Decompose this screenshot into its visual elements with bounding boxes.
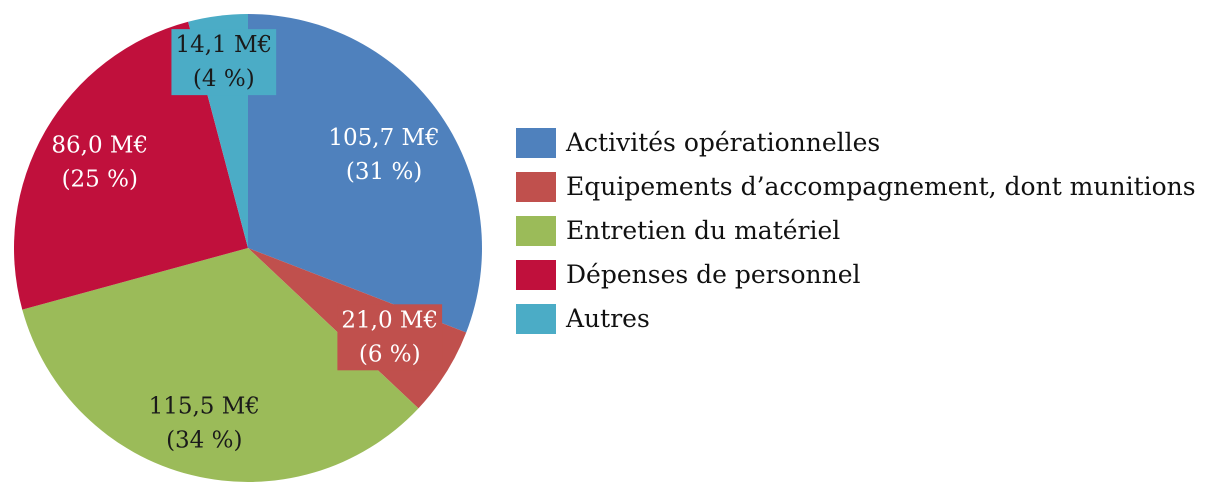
legend-item-activites-operationnelles: Activités opérationnelles bbox=[516, 128, 1196, 158]
data-label-background bbox=[171, 29, 277, 96]
legend-label: Activités opérationnelles bbox=[566, 128, 881, 157]
legend-item-entretien-du-materiel: Entretien du matériel bbox=[516, 216, 1196, 246]
legend-swatch bbox=[516, 304, 556, 334]
data-label-percent: (34 %) bbox=[166, 428, 242, 454]
legend-swatch bbox=[516, 216, 556, 246]
data-label-depenses-de-personnel: 86,0 M€ (25 %) bbox=[51, 133, 148, 193]
legend-item-autres: Autres bbox=[516, 304, 1196, 334]
data-label-activites-operationnelles: 105,7 M€ (31 %) bbox=[328, 125, 439, 185]
data-label-percent: (25 %) bbox=[62, 167, 138, 193]
legend-label: Equipements d’accompagnement, dont munit… bbox=[566, 172, 1196, 201]
pie-chart: 105,7 M€ (31 %) 21,0 M€ (6 %) 115,5 M€ (34 %)… bbox=[14, 13, 482, 482]
data-label-equipements-d-accompagnement-dont-munitions: 21,0 M€ (6 %) bbox=[337, 304, 443, 371]
data-label-percent: (6 %) bbox=[359, 341, 421, 367]
legend-label: Entretien du matériel bbox=[566, 216, 841, 245]
data-label-value: 86,0 M€ bbox=[51, 133, 148, 159]
pie-slice-entretien-du-materiel bbox=[22, 248, 419, 482]
legend-label: Autres bbox=[566, 304, 650, 333]
legend-item-depenses-de-personnel: Dépenses de personnel bbox=[516, 260, 1196, 290]
data-label-autres: 14,1 M€ (4 %) bbox=[171, 29, 277, 96]
data-label-percent: (31 %) bbox=[346, 159, 422, 185]
data-label-value: 21,0 M€ bbox=[341, 307, 438, 333]
data-label-entretien-du-materiel: 115,5 M€ (34 %) bbox=[149, 394, 260, 454]
legend-label: Dépenses de personnel bbox=[566, 260, 861, 289]
data-labels: 105,7 M€ (31 %) 21,0 M€ (6 %) 115,5 M€ (34 %)… bbox=[51, 29, 443, 454]
data-label-value: 105,7 M€ bbox=[328, 125, 439, 151]
legend-item-equipements-accompagnement: Equipements d’accompagnement, dont munit… bbox=[516, 172, 1196, 202]
data-label-value: 14,1 M€ bbox=[175, 32, 272, 58]
legend-swatch bbox=[516, 128, 556, 158]
data-label-background bbox=[337, 304, 443, 371]
pie-slices bbox=[14, 13, 482, 482]
data-label-percent: (4 %) bbox=[193, 66, 255, 92]
chart-legend: Activités opérationnelles Equipements d’… bbox=[516, 128, 1196, 348]
legend-swatch bbox=[516, 260, 556, 290]
data-label-value: 115,5 M€ bbox=[149, 394, 260, 420]
pie-slice-activites-operationnelles bbox=[248, 14, 482, 333]
legend-swatch bbox=[516, 172, 556, 202]
